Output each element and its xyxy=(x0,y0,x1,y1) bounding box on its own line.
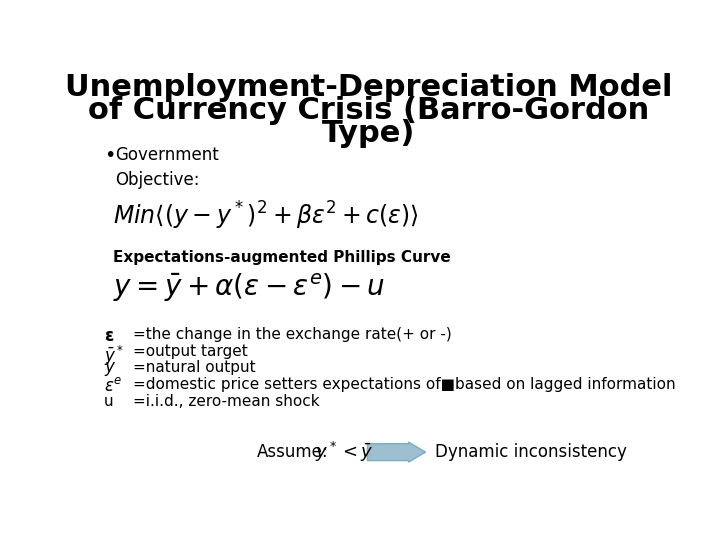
Text: $\mathit{y}$: $\mathit{y}$ xyxy=(104,361,117,379)
Text: $\mathit{Min}\langle(y-y^*)^2 + \beta\varepsilon^2 + c(\varepsilon)\rangle$: $\mathit{Min}\langle(y-y^*)^2 + \beta\va… xyxy=(113,200,419,232)
Text: $\bar{y}^*$: $\bar{y}^*$ xyxy=(104,343,124,368)
Text: •: • xyxy=(104,146,115,165)
Text: =output target: =output target xyxy=(132,343,248,359)
Text: Dynamic inconsistency: Dynamic inconsistency xyxy=(435,443,626,461)
Text: $y = \bar{y}+\alpha(\varepsilon - \varepsilon^e)-u$: $y = \bar{y}+\alpha(\varepsilon - \varep… xyxy=(113,271,385,303)
Text: Type): Type) xyxy=(323,119,415,148)
Text: $\varepsilon^e$: $\varepsilon^e$ xyxy=(104,377,122,395)
Text: =domestic price setters expectations of■based on lagged information: =domestic price setters expectations of■… xyxy=(132,377,675,393)
Text: Assume:: Assume: xyxy=(256,443,328,461)
Text: Unemployment-Depreciation Model: Unemployment-Depreciation Model xyxy=(66,72,672,102)
Text: Expectations-augmented Phillips Curve: Expectations-augmented Phillips Curve xyxy=(113,249,451,265)
Text: =the change in the exchange rate(+ or -): =the change in the exchange rate(+ or -) xyxy=(132,327,451,342)
Text: u: u xyxy=(104,394,114,409)
Text: =natural output: =natural output xyxy=(132,361,256,375)
Text: of Currency Crisis (Barro-Gordon: of Currency Crisis (Barro-Gordon xyxy=(89,96,649,125)
Text: Government
Objective:: Government Objective: xyxy=(114,146,219,188)
Text: $y^* < \bar{y}$: $y^* < \bar{y}$ xyxy=(315,440,374,464)
FancyArrow shape xyxy=(367,442,426,462)
Text: =i.i.d., zero-mean shock: =i.i.d., zero-mean shock xyxy=(132,394,319,409)
Text: $\boldsymbol{\varepsilon}$: $\boldsymbol{\varepsilon}$ xyxy=(104,327,114,345)
